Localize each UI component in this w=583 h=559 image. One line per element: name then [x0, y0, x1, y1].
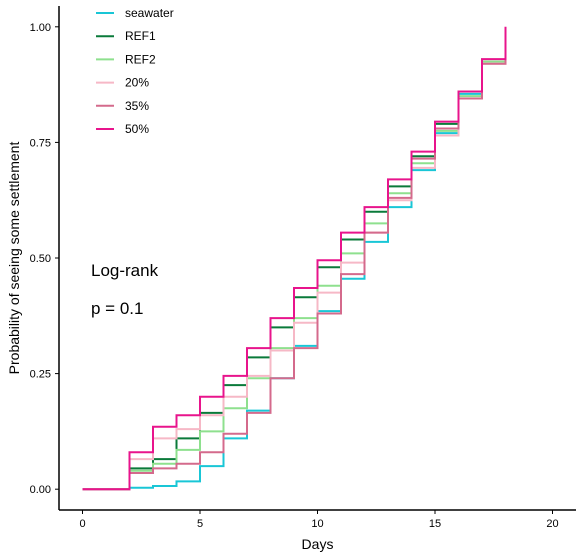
y-ticks: 0.00 0.25 0.50 0.75 1.00	[30, 22, 59, 496]
y-tick-label: 0.50	[30, 253, 51, 265]
annotation-log-rank: Log-rank	[91, 261, 159, 280]
legend-label: REF2	[125, 52, 156, 66]
x-tick-label: 5	[197, 518, 203, 530]
legend-label: 50%	[125, 122, 149, 136]
series-line-50pct	[83, 27, 506, 489]
y-tick-label: 0.00	[30, 484, 51, 496]
legend: seawater REF1 REF2 20% 35% 50%	[96, 6, 174, 136]
y-tick-label: 1.00	[30, 22, 51, 34]
y-tick-label: 0.25	[30, 369, 51, 381]
annotation-p-value: p = 0.1	[91, 299, 143, 318]
x-tick-label: 10	[311, 518, 323, 530]
legend-label: 35%	[125, 99, 149, 113]
x-ticks: 0 5 10 15 20	[79, 510, 558, 530]
x-tick-label: 15	[429, 518, 441, 530]
legend-label: 20%	[125, 76, 149, 90]
x-tick-label: 20	[546, 518, 558, 530]
x-axis-title: Days	[302, 536, 334, 552]
y-tick-label: 0.75	[30, 137, 51, 149]
y-axis-title: Probability of seeing some settlement	[6, 142, 22, 375]
legend-label: seawater	[125, 6, 174, 20]
legend-label: REF1	[125, 29, 156, 43]
x-tick-label: 0	[79, 518, 85, 530]
series-layer	[83, 27, 506, 489]
